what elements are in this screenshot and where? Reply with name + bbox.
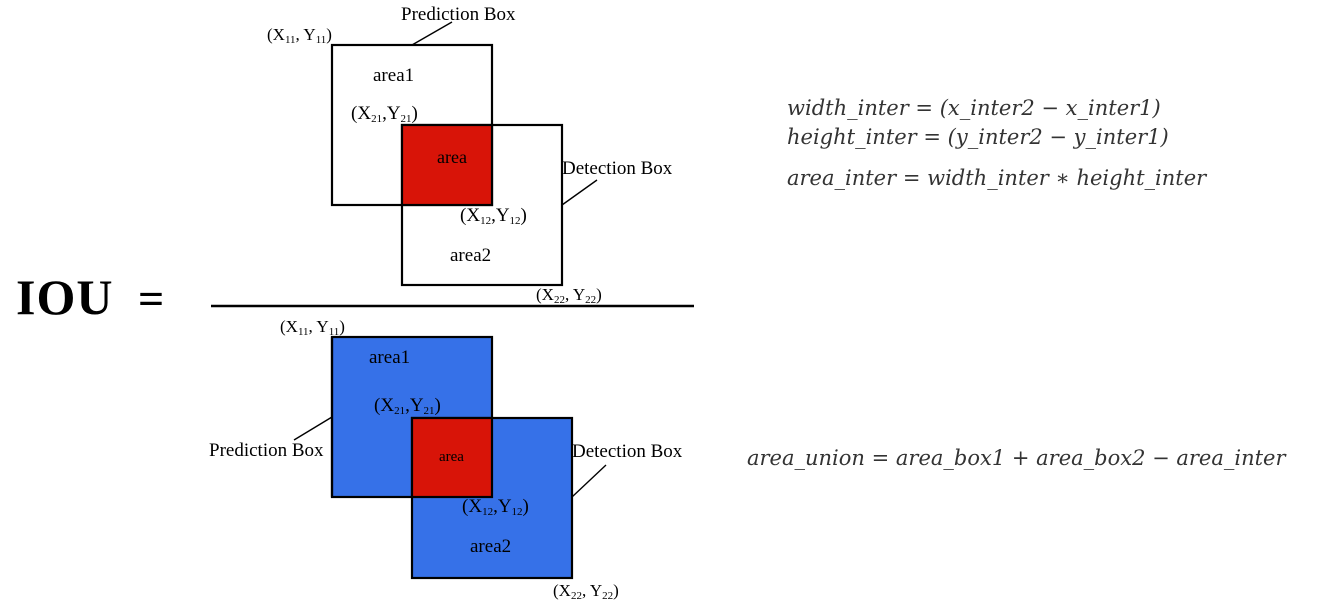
num-prediction-box-label: Prediction Box	[401, 4, 516, 25]
num-area2-label: area2	[450, 245, 492, 266]
den-detection-box-label: Detection Box	[572, 441, 683, 462]
num-area1-label: area1	[373, 65, 415, 86]
den-area2-label: area2	[470, 536, 512, 557]
den-area-label: area	[439, 449, 464, 465]
num-intersection-area	[400, 123, 494, 207]
den-prediction-box-label: Prediction Box	[209, 440, 324, 461]
den-coord-x22-y22: (X22, Y22)	[553, 581, 619, 602]
den-intersection-area	[410, 416, 494, 499]
num-detection-leader	[561, 179, 598, 206]
num-coord-x21-y21: (X21,Y21)	[351, 103, 418, 125]
equals-sign: =	[138, 273, 165, 324]
den-coord-x21-y21: (X21,Y21)	[374, 395, 441, 417]
num-coord-x11-y11: (X11, Y11)	[267, 25, 332, 46]
iou-label: IOU	[16, 269, 114, 325]
num-area-label: area	[437, 147, 467, 167]
den-coord-x11-y11: (X11, Y11)	[280, 317, 345, 338]
num-coord-x22-y22: (X22, Y22)	[536, 285, 602, 306]
formula-height-inter: height_inter = (y_inter2 − y_inter1)	[787, 125, 1169, 149]
num-detection-box-label: Detection Box	[562, 158, 673, 179]
den-coord-x12-y12: (X12,Y12)	[462, 496, 529, 518]
num-prediction-leader	[411, 21, 453, 46]
formula-area-inter: area_inter = width_inter ∗ height_inter	[787, 166, 1207, 190]
formula-area-union: area_union = area_box1 + area_box2 − are…	[747, 446, 1286, 470]
den-area1-label: area1	[369, 347, 411, 368]
formula-width-inter: width_inter = (x_inter2 − x_inter1)	[787, 96, 1161, 120]
den-prediction-leader	[293, 416, 333, 441]
den-detection-leader	[571, 464, 607, 498]
num-coord-x12-y12: (X12,Y12)	[460, 205, 527, 227]
